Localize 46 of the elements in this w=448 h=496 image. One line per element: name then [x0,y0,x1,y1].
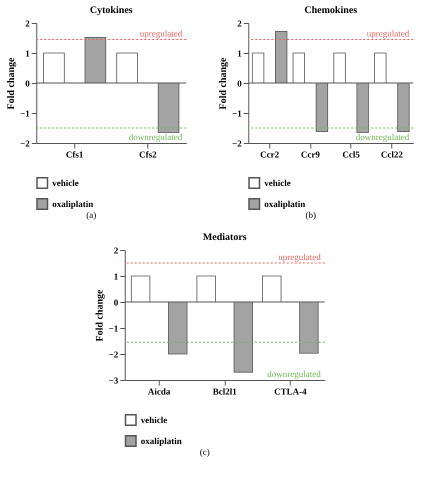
legend-label: oxaliplatin [140,436,182,446]
ref-line-label: downregulated [128,132,183,142]
y-tick-label: 1 [114,272,119,282]
chart-title: Mediators [202,232,247,243]
y-tick-label: 2 [114,246,119,256]
x-tick-label: Bcl2l1 [212,386,238,396]
y-axis-title: Fold change [94,288,106,342]
x-tick-label: Ccr2 [260,150,280,160]
legend-label: vehicle [140,415,168,425]
y-axis-title: Fold change [218,56,230,110]
y-tick-label: −2 [20,138,30,148]
legend-label: vehicle [52,178,79,188]
legend-label: vehicle [264,178,291,188]
legend-label: oxaliplatin [264,199,306,209]
x-tick-label: CTLA-4 [274,386,308,396]
x-tick-label: Cfs1 [66,150,84,160]
y-tick-label: 0 [237,78,242,88]
x-tick-label: Ccl5 [342,150,360,160]
y-axis-title: Fold change [6,56,18,110]
y-tick-label: −1 [108,324,119,334]
x-tick-label: Ccl22 [380,150,404,160]
y-tick-label: −2 [232,138,242,148]
y-tick-label: −1 [20,108,30,118]
ref-line-label: downregulated [356,132,410,142]
chart-title: Cytokines [90,5,133,16]
y-tick-label: −1 [232,108,242,118]
y-tick-label: 0 [114,298,119,308]
y-tick-label: 2 [25,18,30,28]
ref-line-label: downregulated [267,369,322,379]
y-tick-label: 1 [237,48,242,58]
x-tick-label: Cfs2 [139,150,158,160]
text: (b) [306,210,316,220]
legend-label: oxaliplatin [52,199,94,209]
text: (c) [200,447,210,457]
ref-line-label: upregulated [366,28,410,38]
y-tick-label: 1 [25,48,30,58]
ref-line-label: upregulated [278,252,322,262]
chart-title: Chemokines [304,5,358,16]
text: (a) [86,210,96,220]
x-tick-label: Aicda [148,386,171,396]
y-tick-label: −3 [108,376,119,386]
x-tick-label: Ccr9 [300,150,320,160]
y-tick-label: −2 [108,350,119,360]
ref-line-label: upregulated [140,28,183,38]
y-tick-label: 2 [237,18,242,28]
y-tick-label: 0 [25,78,30,88]
